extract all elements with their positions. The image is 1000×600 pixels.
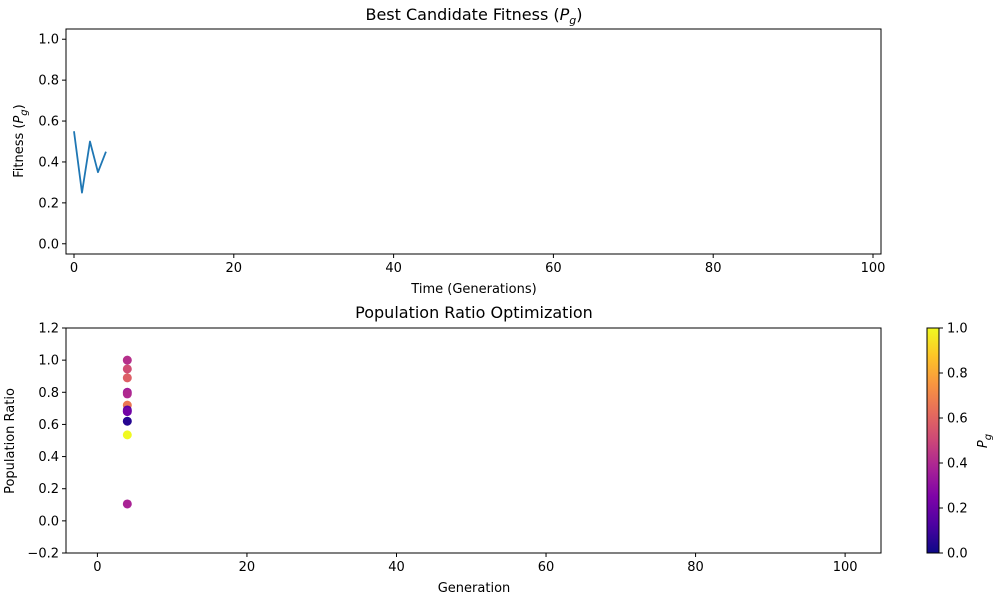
chart1-plot-frame <box>65 28 882 255</box>
chart1-y-tick-label: 1.0 <box>38 33 59 48</box>
chart1-x-tick-label: 60 <box>545 261 562 276</box>
colorbar-tick-label: 0.4 <box>947 457 968 472</box>
chart1-y-tick-label: 0.6 <box>38 115 59 130</box>
colorbar-tick-label: 0.0 <box>947 547 968 562</box>
chart1-x-tick-label: 0 <box>70 261 78 276</box>
chart2-y-tick-label: 0.0 <box>38 514 59 529</box>
chart1-y-tick-label: 0.8 <box>38 74 59 89</box>
population-point <box>122 364 132 374</box>
population-point <box>122 499 132 509</box>
colorbar-label: Pg <box>976 434 994 448</box>
chart1-x-tick-label: 80 <box>705 261 722 276</box>
chart2-x-tick-label: 20 <box>239 560 256 575</box>
population-chart: Population Ratio Optimization 0 20 40 60 80 1… <box>3 303 994 596</box>
chart2-x-tick-label: 0 <box>93 560 101 575</box>
chart1-y-tick-label: 0.0 <box>38 237 59 252</box>
chart2-xlabel: Generation <box>438 581 511 596</box>
chart2-y-tick-label: 1.0 <box>38 354 59 369</box>
chart1-ticks: 0 20 40 60 80 100 0.0 0.2 0.4 0.6 0.8 1.0 <box>38 33 885 276</box>
chart2-plot-frame <box>65 327 882 554</box>
colorbar-ticks: 0.0 0.2 0.4 0.6 0.8 1.0 <box>939 322 968 562</box>
chart1-x-tick-label: 100 <box>861 261 886 276</box>
chart2-x-tick-label: 80 <box>687 560 704 575</box>
fitness-chart: Best Candidate Fitness (Pg) 0 20 40 60 80 100… <box>12 5 885 297</box>
chart2-y-tick-label: 0.6 <box>38 418 59 433</box>
chart2-x-tick-label: 100 <box>833 560 858 575</box>
chart2-title: Population Ratio Optimization <box>355 303 593 322</box>
population-point <box>122 430 132 440</box>
population-point <box>122 355 132 365</box>
population-point <box>122 407 132 417</box>
colorbar <box>926 327 940 554</box>
chart2-y-tick-label: −0.2 <box>27 547 59 562</box>
population-point <box>122 373 132 383</box>
chart1-y-tick-label: 0.2 <box>38 196 59 211</box>
chart2-y-tick-label: 0.4 <box>38 450 59 465</box>
chart2-points <box>122 355 132 509</box>
chart1-x-tick-label: 20 <box>226 261 243 276</box>
chart2-y-tick-label: 0.8 <box>38 386 59 401</box>
chart2-y-tick-label: 0.2 <box>38 482 59 497</box>
colorbar-tick-label: 0.2 <box>947 502 968 517</box>
fitness-line <box>73 131 107 194</box>
chart1-ylabel: Fitness (Pg) <box>12 104 30 178</box>
chart2-x-tick-label: 40 <box>388 560 405 575</box>
chart2-ticks: 0 20 40 60 80 100 −0.2 0.0 0.2 0.4 0.6 0.8 1.0 1.2 <box>27 322 857 576</box>
colorbar-tick-label: 0.6 <box>947 412 968 427</box>
chart2-ylabel: Population Ratio <box>3 388 18 494</box>
chart1-xlabel: Time (Generations) <box>410 282 536 297</box>
chart1-title: Best Candidate Fitness (Pg) <box>365 5 582 27</box>
chart2-y-tick-label: 1.2 <box>38 322 59 337</box>
population-point <box>122 416 132 426</box>
chart1-y-tick-label: 0.4 <box>38 155 59 170</box>
population-point <box>122 389 132 399</box>
chart1-x-tick-label: 40 <box>385 261 402 276</box>
chart1-series <box>73 131 107 194</box>
colorbar-tick-label: 0.8 <box>947 367 968 382</box>
colorbar-tick-label: 1.0 <box>947 322 968 337</box>
chart2-x-tick-label: 60 <box>538 560 555 575</box>
